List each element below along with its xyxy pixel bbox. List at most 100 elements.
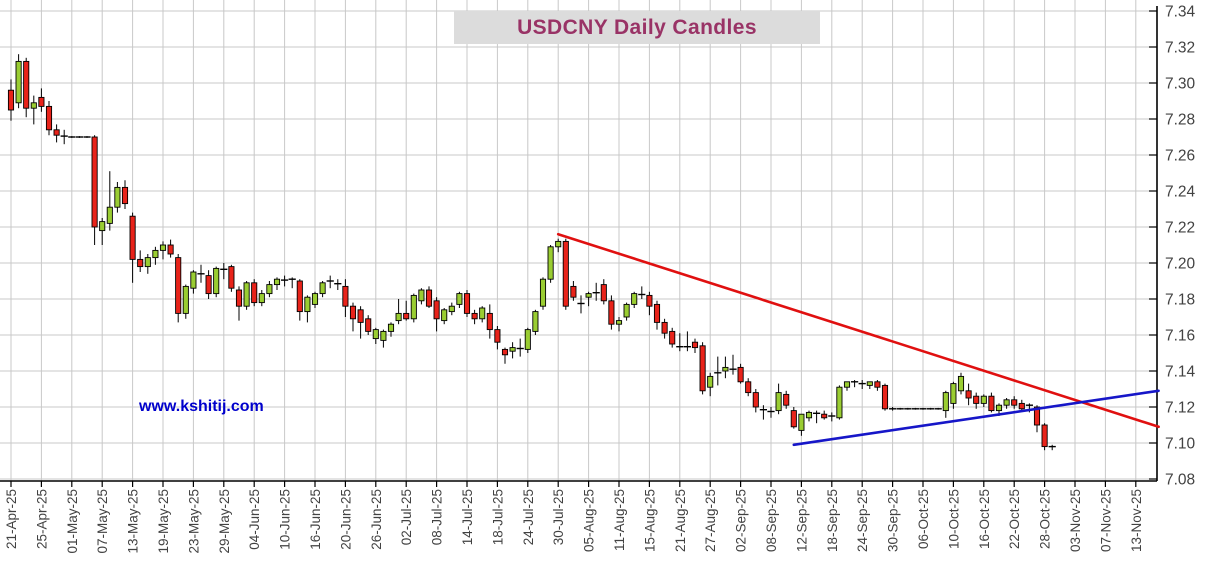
axes	[0, 6, 1158, 487]
candle-bullish	[509, 347, 516, 352]
candle-bearish	[501, 348, 509, 356]
x-axis-label: 28-Oct-25	[1038, 489, 1053, 549]
x-axis-label: 12-Sep-25	[794, 489, 809, 552]
watermark: www.kshitij.com	[139, 398, 264, 415]
x-axis-label: 19-May-25	[156, 489, 171, 554]
y-axis-label: 7.12	[1165, 400, 1195, 417]
candle-bullish	[114, 186, 121, 208]
x-axis-label: 05-Aug-25	[582, 489, 597, 552]
candle-bearish	[342, 285, 349, 307]
candle-bearish	[357, 309, 364, 323]
candle-bullish	[843, 381, 851, 388]
y-axis-label: 7.20	[1165, 256, 1196, 273]
candle-bearish	[1018, 402, 1025, 410]
gridlines	[0, 0, 1157, 481]
x-axis-label: 24-Sep-25	[855, 489, 870, 552]
x-axis-label: 06-Oct-25	[916, 489, 931, 549]
x-axis-label: 16-Jun-25	[308, 489, 323, 550]
candle-bullish	[213, 267, 220, 295]
candle-bullish	[942, 392, 949, 412]
y-axis-label: 7.32	[1165, 40, 1195, 57]
candle-bearish	[45, 105, 53, 131]
candle-bearish	[790, 410, 797, 428]
x-axis-label: 27-Aug-25	[703, 489, 718, 552]
candle-bearish	[349, 305, 357, 320]
y-axis-label: 7.16	[1165, 328, 1195, 345]
candle-bullish	[866, 381, 873, 386]
x-axis-label: 02-Sep-25	[734, 489, 749, 552]
candle-bullish	[304, 296, 311, 313]
candles	[7, 54, 1056, 451]
candle-bearish	[494, 329, 501, 343]
x-axis-label: 10-Jun-25	[278, 489, 293, 550]
y-axis-label: 7.28	[1165, 112, 1195, 129]
candle-bullish	[980, 395, 987, 404]
candle-bullish	[615, 320, 623, 325]
x-axis-label: 18-Sep-25	[825, 489, 840, 552]
y-axis-label: 7.22	[1165, 220, 1195, 237]
candle-bullish	[775, 392, 782, 412]
candle-bearish	[821, 413, 828, 419]
candle-bullish	[798, 413, 805, 431]
candle-bullish	[555, 240, 562, 248]
x-axis-label: 16-Oct-25	[977, 489, 992, 549]
candle-bullish	[836, 386, 843, 419]
x-axis-label: 03-Nov-25	[1068, 489, 1083, 552]
x-axis-label: 30-Jul-25	[551, 489, 566, 545]
candle-bearish	[1041, 424, 1048, 448]
candle-bearish	[783, 393, 790, 406]
x-axis-label: 13-May-25	[126, 489, 141, 554]
candle-bullish	[387, 323, 395, 332]
candle-bearish	[23, 60, 30, 109]
candle-bearish	[1033, 406, 1041, 426]
candle-bearish	[737, 366, 744, 383]
candle-bearish	[881, 384, 889, 410]
x-axis-label: 02-Jul-25	[399, 489, 414, 545]
x-axis-label: 23-May-25	[186, 489, 201, 554]
candle-bearish	[752, 392, 759, 408]
trendline-ascending-support	[792, 389, 1160, 447]
y-axis-label: 7.34	[1165, 4, 1196, 21]
trendline-descending-resistance	[556, 232, 1160, 429]
candle-bearish	[403, 312, 410, 320]
candle-bullish	[319, 282, 326, 295]
candle-bearish	[235, 289, 243, 307]
candle-bearish	[570, 285, 577, 298]
candle-bullish	[418, 289, 425, 302]
candle-bullish	[30, 102, 37, 109]
candle-bearish	[699, 345, 706, 392]
candle-bearish	[91, 136, 98, 228]
candle-bearish	[365, 318, 372, 332]
candle-bullish	[707, 375, 714, 388]
candle-bearish	[988, 395, 995, 412]
x-axis-label: 08-Sep-25	[764, 489, 779, 552]
trendlines	[556, 232, 1160, 447]
x-axis-label: 25-Apr-25	[34, 489, 49, 549]
candle-bearish	[608, 300, 615, 325]
y-axis-label: 7.26	[1165, 148, 1195, 165]
candle-bearish	[137, 258, 144, 268]
candle-bearish	[463, 293, 471, 314]
candle-bullish	[266, 284, 273, 295]
candle-bullish	[15, 60, 22, 104]
x-axis-label: 15-Aug-25	[642, 489, 657, 552]
x-axis-label: 08-Jul-25	[430, 489, 445, 545]
candle-bearish	[251, 282, 258, 304]
candle-bullish	[441, 309, 448, 322]
candle-bullish	[159, 244, 167, 251]
chart-title: USDCNY Daily Candles	[454, 11, 820, 44]
candle-bearish	[600, 284, 607, 302]
x-axis-label: 07-May-25	[95, 489, 110, 554]
candle-bullish	[273, 278, 281, 286]
candle-bearish	[53, 129, 60, 136]
x-axis-label: 21-Apr-25	[4, 489, 19, 549]
candle-bullish	[395, 312, 402, 322]
candle-bearish	[228, 266, 235, 289]
candle-bullish	[372, 329, 379, 340]
candle-bullish	[144, 257, 151, 268]
candle-bullish	[479, 307, 486, 320]
candle-bullish	[722, 366, 729, 372]
candle-bearish	[129, 215, 136, 260]
candle-bullish	[524, 329, 531, 350]
